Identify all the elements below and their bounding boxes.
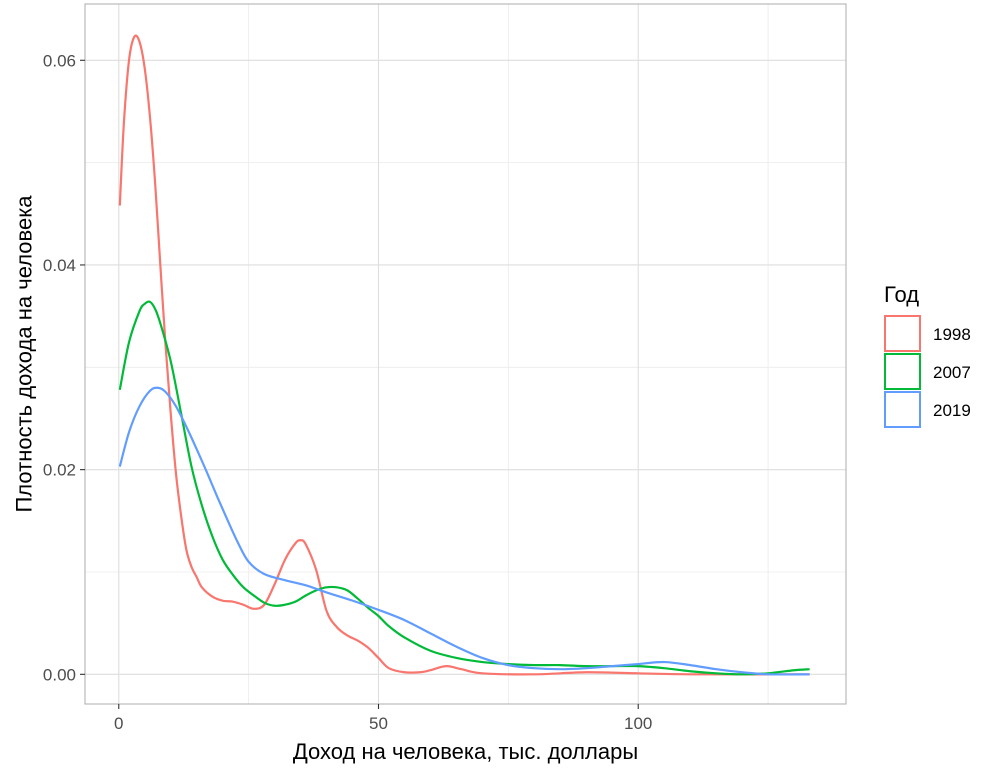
x-tick-label: 0 [114, 714, 123, 733]
y-tick-label: 0.06 [43, 51, 76, 70]
x-tick-label: 50 [369, 714, 388, 733]
x-tick-label: 100 [624, 714, 652, 733]
legend-key-1998 [884, 315, 921, 352]
legend-key-2019 [884, 391, 921, 428]
density-lines [118, 34, 810, 676]
plot-border [84, 3, 847, 705]
density-line-2019 [118, 386, 810, 676]
minor-gridlines [85, 4, 846, 704]
legend-item-2019: 2019 [884, 391, 971, 428]
x-axis: 0 50 100 [114, 704, 652, 733]
legend-title: Год [884, 282, 919, 307]
y-tick-label: 0.04 [43, 256, 76, 275]
y-tick-label: 0.02 [43, 461, 76, 480]
y-axis: 0.00 0.02 0.04 0.06 [43, 51, 85, 684]
density-line-1998 [118, 34, 810, 676]
legend-item-1998: 1998 [884, 315, 971, 352]
legend-key-2007 [884, 353, 921, 390]
legend-item-2007: 2007 [884, 353, 971, 390]
legend-label-2007: 2007 [933, 363, 971, 382]
legend: Год 1998 2007 2019 [884, 282, 971, 428]
legend-label-1998: 1998 [933, 325, 971, 344]
y-tick-label: 0.00 [43, 665, 76, 684]
y-axis-title: Плотность дохода на человека [12, 195, 37, 513]
legend-label-2019: 2019 [933, 401, 971, 420]
x-axis-title: Доход на человека, тыс. доллары [293, 739, 638, 764]
plot-panel [85, 4, 846, 704]
